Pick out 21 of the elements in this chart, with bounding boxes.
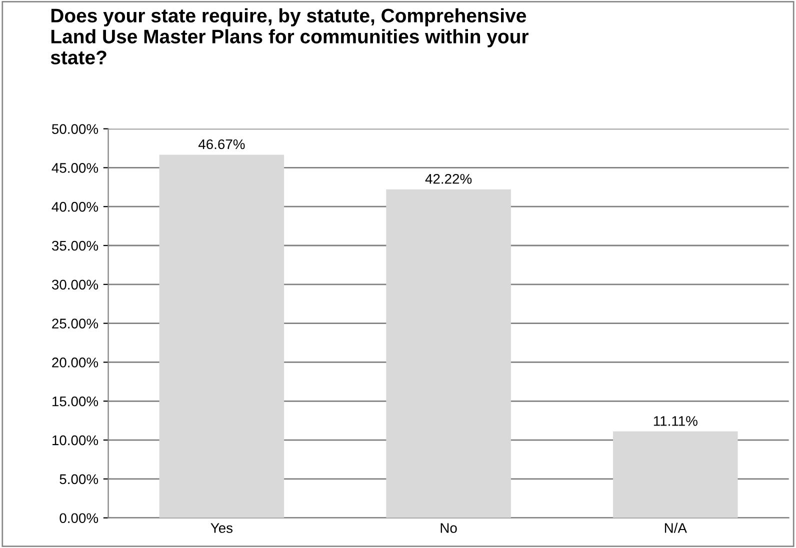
y-tick-label: 10.00% xyxy=(52,435,98,446)
x-tick-label: N/A xyxy=(664,522,687,533)
data-label: 11.11% xyxy=(654,416,698,426)
y-tick-label: 50.00% xyxy=(52,124,98,134)
x-tick-label: Yes xyxy=(210,523,233,533)
data-label: 42.22% xyxy=(425,174,472,184)
y-tick-label: 25.00% xyxy=(52,318,98,328)
bar xyxy=(159,154,284,518)
y-tick-label: 5.00% xyxy=(60,474,98,484)
chart-title: Does your state require, by statute, Comprehensive Land Use Master Plans for communities within your state? xyxy=(50,8,528,64)
y-tick-label: 45.00% xyxy=(52,163,98,173)
data-label: 46.67% xyxy=(198,139,245,150)
bar xyxy=(613,431,738,518)
y-tick-label: 30.00% xyxy=(52,280,98,290)
y-tick-label: 15.00% xyxy=(52,396,98,406)
y-tick-label: 0.00% xyxy=(60,513,98,524)
y-tick-label: 35.00% xyxy=(52,240,98,251)
x-tick-label: No xyxy=(440,523,457,533)
bar xyxy=(386,189,511,518)
y-tick-label: 40.00% xyxy=(52,202,98,212)
y-tick-label: 20.00% xyxy=(52,358,98,368)
